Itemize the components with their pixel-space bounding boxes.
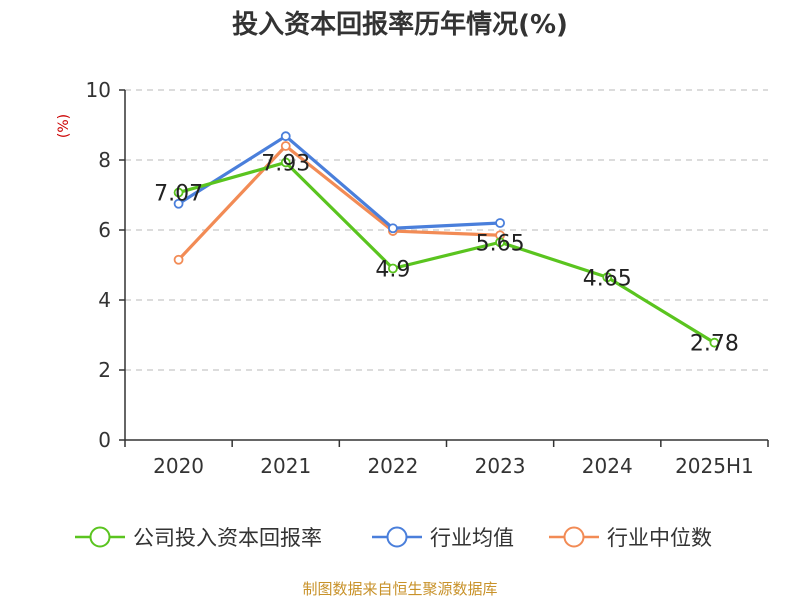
series-company bbox=[173, 157, 720, 348]
data-point-industry_median[interactable] bbox=[173, 254, 184, 265]
grid-lines bbox=[125, 89, 768, 371]
legend-marker-icon bbox=[89, 526, 111, 548]
data-point-company[interactable] bbox=[280, 157, 291, 168]
legend-label: 公司投入资本回报率 bbox=[133, 526, 322, 550]
data-point-company[interactable] bbox=[388, 263, 398, 274]
legend-marker-icon bbox=[386, 526, 408, 548]
data-point-company[interactable] bbox=[173, 187, 184, 198]
y-tick-label: 2 bbox=[98, 358, 111, 382]
x-tick-label: 2022 bbox=[367, 454, 418, 478]
legend-marker-icon bbox=[563, 526, 585, 548]
legend-item-industry_median[interactable]: 行业中位数 bbox=[549, 526, 712, 550]
x-tick-label: 2024 bbox=[582, 454, 633, 478]
data-point-company[interactable] bbox=[602, 272, 613, 283]
legend-label: 行业中位数 bbox=[607, 526, 712, 550]
data-label: 7.07 bbox=[154, 182, 203, 207]
series-line-company bbox=[178, 160, 716, 345]
data-point-industry_avg[interactable] bbox=[388, 223, 398, 234]
data-label: 4.9 bbox=[375, 258, 410, 283]
series-group bbox=[173, 131, 720, 348]
data-labels: 7.07 7.93 4.9 5.65 4.65 2.78 bbox=[154, 151, 739, 356]
axes: 0 2 4 6 8 10 2020 2021 2022 2023 2024 2025H1 bbox=[86, 78, 769, 478]
source-note: 制图数据来自恒生聚源数据库 bbox=[302, 580, 497, 598]
legend[interactable]: 公司投入资本回报率 行业均值 行业中位数 bbox=[75, 526, 712, 550]
data-point-company[interactable] bbox=[495, 237, 505, 248]
data-label: 2.78 bbox=[690, 332, 739, 357]
x-tick-label: 2025H1 bbox=[675, 454, 754, 478]
legend-label: 行业均值 bbox=[430, 526, 514, 550]
y-tick-label: 0 bbox=[98, 428, 111, 452]
series-line-industry_median bbox=[177, 144, 501, 261]
y-axis-label: (%) bbox=[56, 114, 72, 138]
data-point-industry_avg[interactable] bbox=[173, 198, 184, 209]
series-line-industry_avg bbox=[177, 134, 501, 230]
x-tick-label: 2021 bbox=[260, 454, 311, 478]
y-tick-label: 10 bbox=[86, 78, 111, 102]
y-tick-label: 4 bbox=[98, 288, 111, 312]
chart-title: 投入资本回报率历年情况(%) bbox=[232, 9, 568, 40]
y-tick-label: 8 bbox=[98, 148, 111, 172]
data-label: 4.65 bbox=[583, 266, 632, 291]
data-point-industry_median[interactable] bbox=[280, 141, 291, 151]
x-tick-label: 2020 bbox=[153, 454, 204, 478]
data-point-industry_avg[interactable] bbox=[495, 218, 505, 228]
legend-item-company[interactable]: 公司投入资本回报率 bbox=[75, 526, 322, 550]
series-industry_avg bbox=[173, 131, 505, 234]
data-label: 7.93 bbox=[261, 151, 310, 176]
data-label: 5.65 bbox=[476, 231, 525, 256]
data-point-company[interactable] bbox=[709, 337, 720, 348]
x-tick-label: 2023 bbox=[475, 454, 526, 478]
y-tick-label: 6 bbox=[98, 218, 111, 242]
legend-item-industry_avg[interactable]: 行业均值 bbox=[372, 526, 514, 550]
data-point-industry_avg[interactable] bbox=[280, 131, 291, 142]
